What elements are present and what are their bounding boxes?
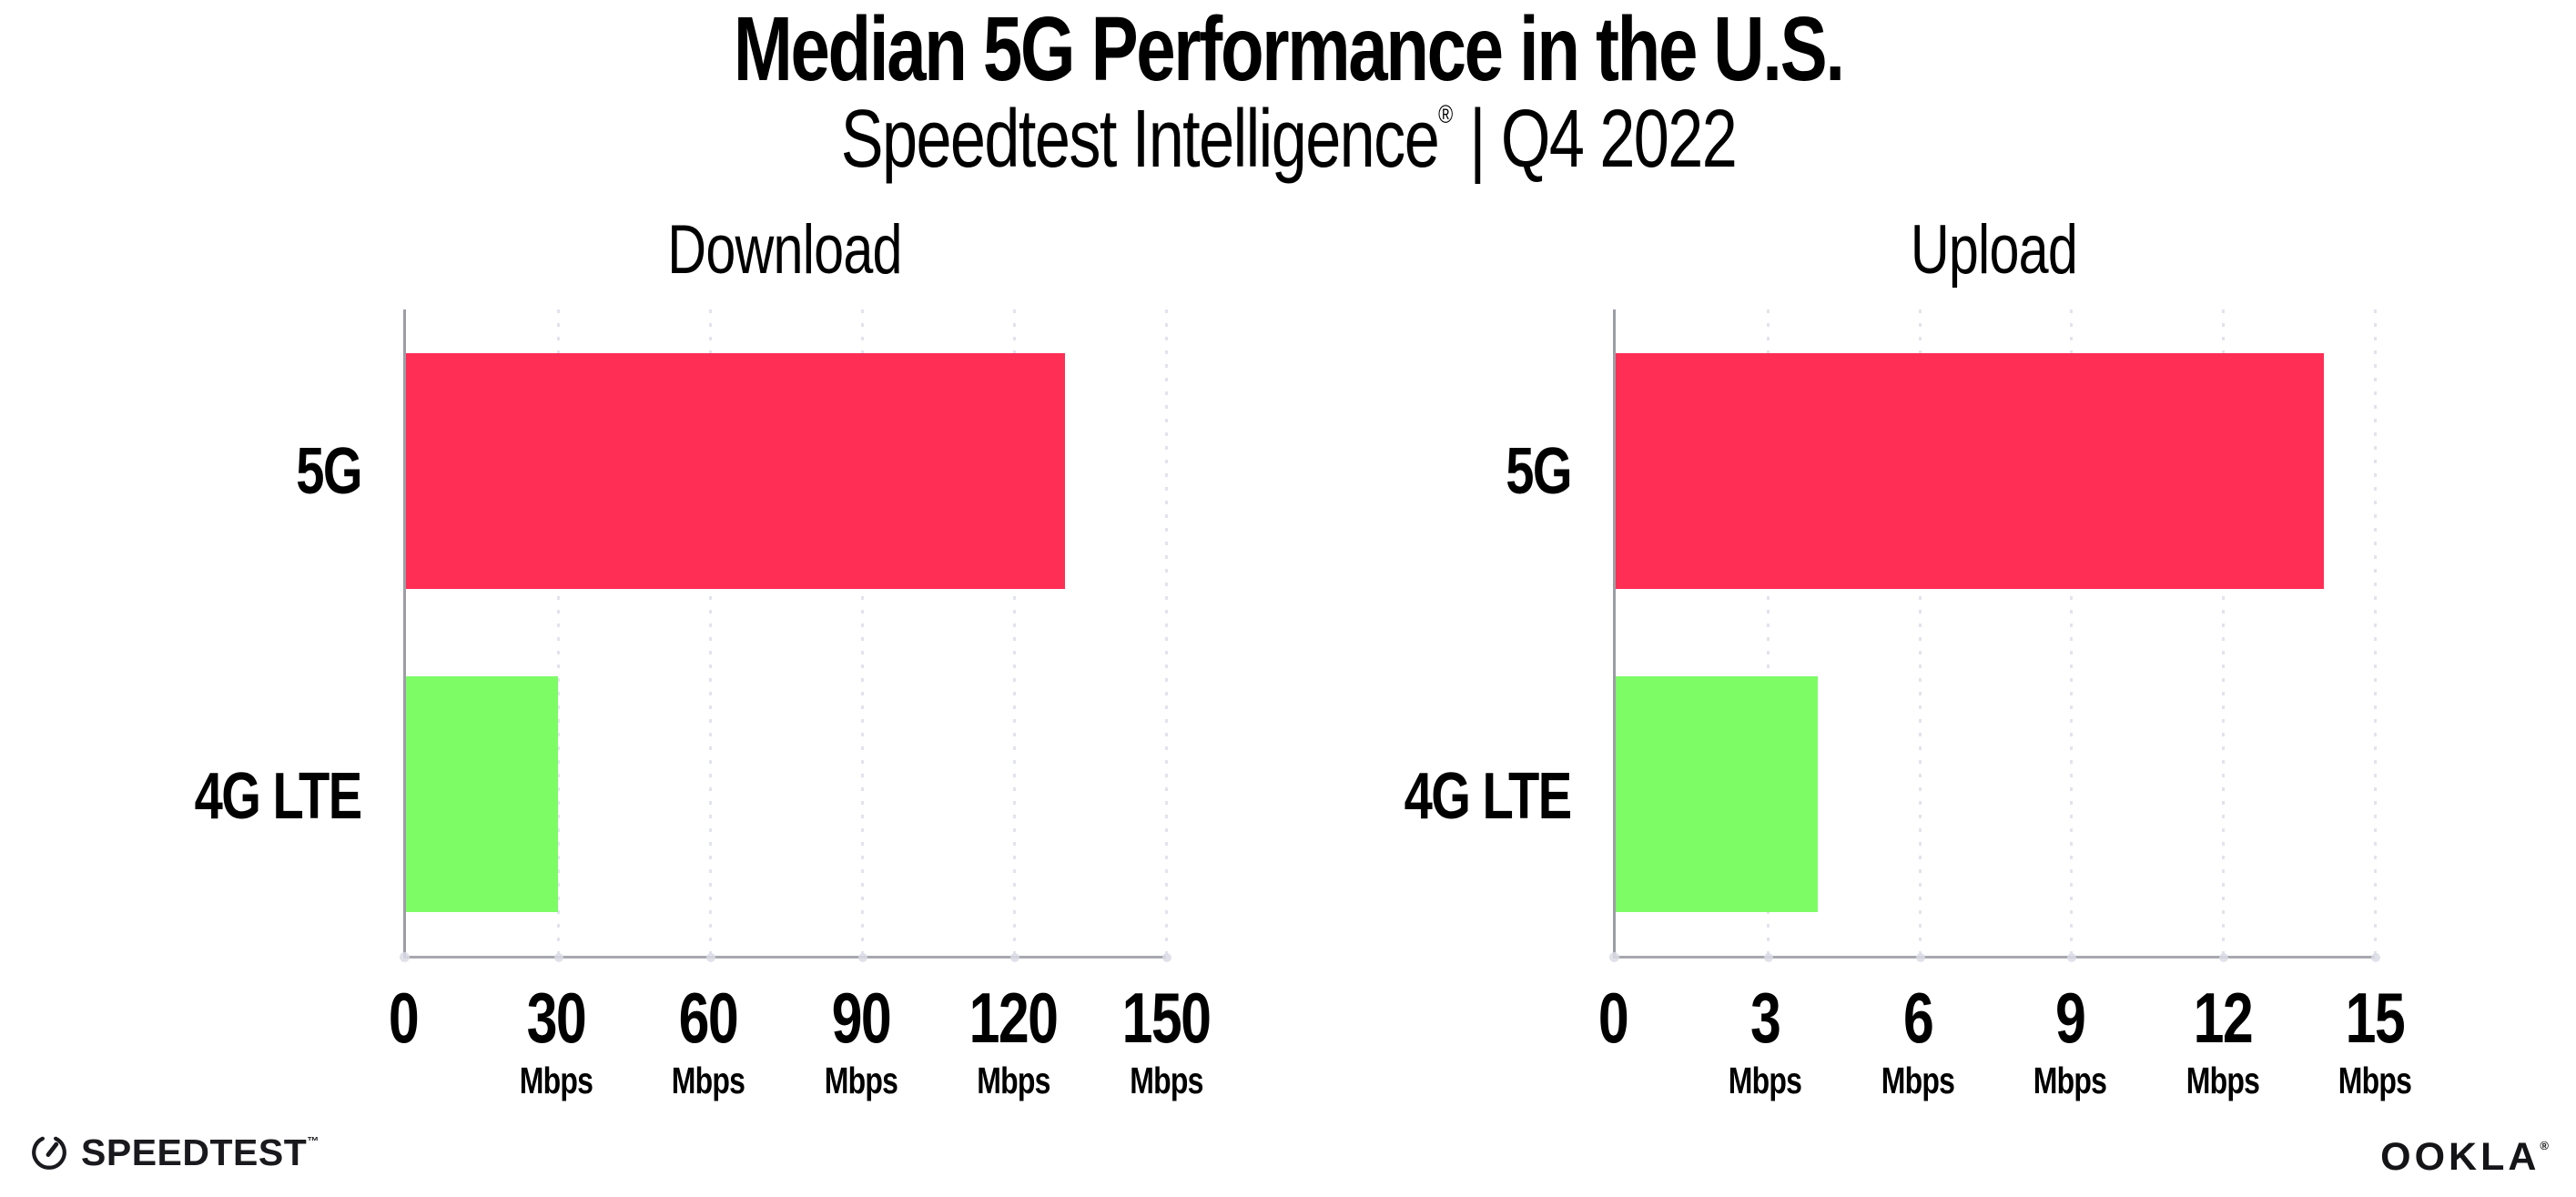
tick-value: 6: [1902, 978, 1934, 1058]
tick-0: 0: [384, 982, 421, 1053]
tick-value: 15: [2345, 978, 2406, 1058]
upload-category-label-5g: 5G: [1487, 353, 1572, 590]
tick-value: 30: [526, 978, 586, 1058]
download-chart-title: Download: [403, 210, 1166, 289]
tick-unit: Mbps: [824, 1060, 898, 1101]
gridline: [1763, 309, 1773, 962]
tick-unit: Mbps: [671, 1060, 745, 1101]
gridline: [2371, 309, 2380, 962]
subtitle-brand: Speedtest Intelligence: [840, 94, 1439, 185]
tick-unit: Mbps: [1729, 1060, 1802, 1101]
download-chart: Download 5G 4G LTE 0 30 Mbps 60 Mbps 90 Mbp…: [195, 211, 1212, 1100]
gridline: [1010, 309, 1019, 962]
speedtest-text: SPEEDTEST: [81, 1131, 308, 1173]
tick-0: 0: [1594, 982, 1631, 1053]
gridline: [1915, 309, 1925, 962]
tick-unit: Mbps: [2186, 1060, 2259, 1101]
page-subtitle: Speedtest Intelligence® | Q4 2022: [0, 98, 2576, 180]
tick-unit: Mbps: [1129, 1060, 1203, 1101]
tick-unit: Mbps: [2033, 1060, 2107, 1101]
tick-60: 60 Mbps: [662, 982, 756, 1100]
registered-mark-icon: ®: [1437, 100, 1453, 128]
trademark-icon: ™: [307, 1133, 319, 1148]
upload-x-axis-ticks: 0 3 Mbps 6 Mbps 9 Mbps 12 Mbps 15 Mbps: [1598, 982, 2412, 1137]
label-4g-lte-text: 4G LTE: [194, 760, 363, 834]
download-5g-bar: [406, 352, 1065, 589]
tick-12: 12 Mbps: [2175, 982, 2269, 1100]
tick-value: 90: [831, 978, 892, 1058]
registered-mark-icon: ®: [2540, 1139, 2549, 1152]
tick-unit: Mbps: [2338, 1060, 2412, 1101]
gridline: [2067, 309, 2077, 962]
download-plot-area: [400, 309, 1171, 962]
tick-90: 90 Mbps: [814, 982, 908, 1100]
ookla-text: OOKLA: [2380, 1135, 2541, 1179]
speedtest-wordmark: SPEEDTEST™: [81, 1131, 319, 1173]
subtitle-period: | Q4 2022: [1452, 94, 1738, 185]
upload-category-label-4g-lte: 4G LTE: [1357, 678, 1573, 915]
tick-unit: Mbps: [1881, 1060, 1955, 1101]
tick-30: 30 Mbps: [509, 982, 603, 1100]
tick-value: 3: [1750, 978, 1781, 1058]
download-chart-title-text: Download: [667, 211, 902, 289]
download-category-label-4g-lte: 4G LTE: [147, 678, 363, 915]
gridline: [2219, 309, 2229, 962]
label-5g-text: 5G: [296, 434, 362, 508]
tick-value: 120: [969, 978, 1059, 1058]
tick-value: 150: [1121, 978, 1212, 1058]
speedtest-gauge-icon: [32, 1136, 66, 1170]
upload-chart-title: Upload: [1613, 210, 2375, 289]
tick-3: 3 Mbps: [1719, 982, 1812, 1100]
page-title: Median 5G Performance in the U.S.: [0, 4, 2576, 95]
tick-6: 6 Mbps: [1871, 982, 1964, 1100]
tick-unit: Mbps: [519, 1060, 593, 1101]
upload-chart-title-text: Upload: [1910, 211, 2078, 289]
label-4g-lte-text: 4G LTE: [1404, 760, 1573, 834]
ookla-logo: OOKLA®: [2380, 1138, 2549, 1177]
download-x-axis-ticks: 0 30 Mbps 60 Mbps 90 Mbps 120 Mbps 150 Mbps: [389, 982, 1212, 1137]
tick-value: 0: [388, 978, 420, 1058]
tick-150: 150 Mbps: [1110, 982, 1222, 1100]
tick-120: 120 Mbps: [957, 982, 1070, 1100]
gridline: [554, 309, 563, 962]
gridline: [858, 309, 867, 962]
label-5g-text: 5G: [1506, 434, 1572, 508]
gridline: [1162, 309, 1171, 962]
upload-4g-lte-bar: [1616, 676, 1819, 913]
tick-value: 0: [1597, 978, 1629, 1058]
upload-chart: Upload 5G 4G LTE 0 3 Mbps 6 Mbps 9 Mbps 12 M…: [1405, 211, 2412, 1100]
download-4g-lte-bar: [406, 676, 558, 913]
tick-value: 9: [2055, 978, 2086, 1058]
speedtest-logo: SPEEDTEST™: [29, 1132, 319, 1172]
tick-value: 60: [678, 978, 739, 1058]
upload-plot-area: [1609, 309, 2380, 962]
page-subtitle-text: Speedtest Intelligence® | Q4 2022: [840, 98, 1737, 180]
download-category-label-5g: 5G: [278, 353, 362, 590]
tick-value: 12: [2193, 978, 2253, 1058]
tick-9: 9 Mbps: [2023, 982, 2117, 1100]
tick-15: 15 Mbps: [2328, 982, 2421, 1100]
page-title-text: Median 5G Performance in the U.S.: [733, 0, 1845, 100]
tick-unit: Mbps: [977, 1060, 1050, 1101]
gridline: [706, 309, 715, 962]
upload-5g-bar: [1616, 352, 2325, 589]
